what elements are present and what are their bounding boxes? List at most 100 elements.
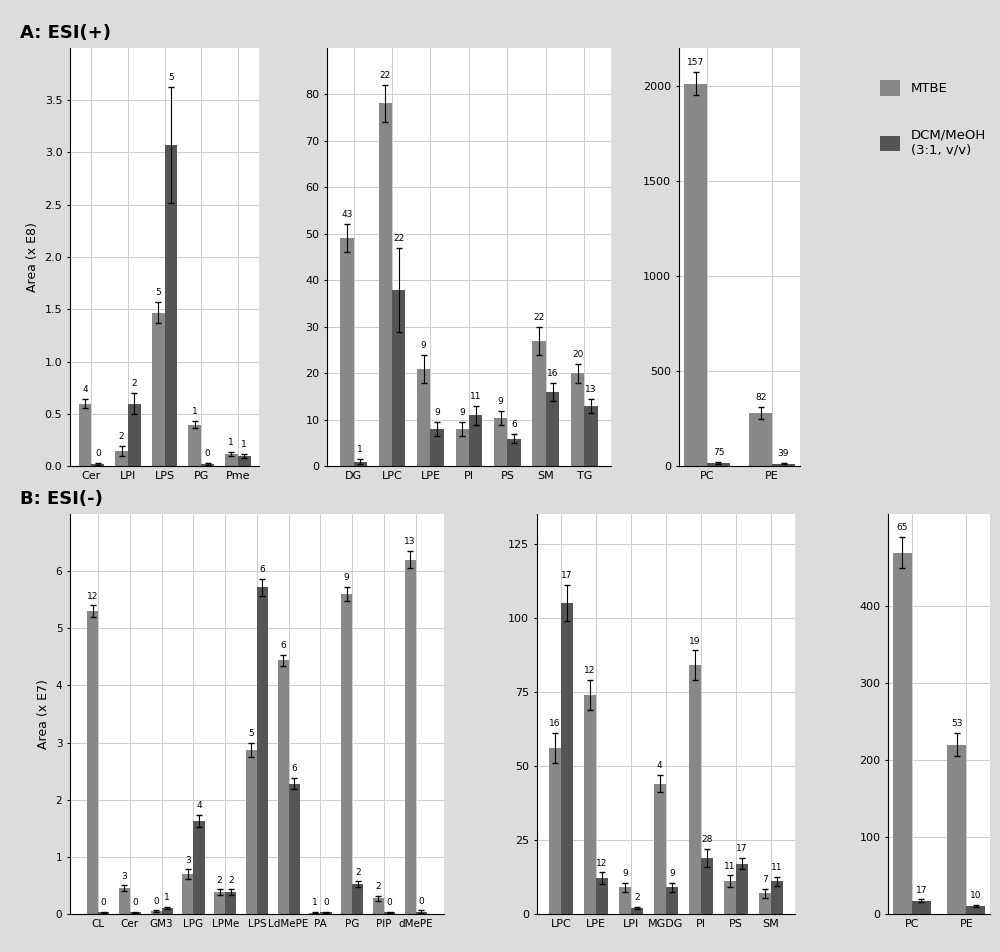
Text: 1: 1 (241, 440, 247, 449)
Bar (214, 892, 225, 914)
Bar (912, 901, 931, 914)
Text: 6: 6 (511, 420, 517, 428)
Text: 7: 7 (762, 875, 768, 884)
Text: 1: 1 (312, 899, 318, 907)
Bar (354, 462, 367, 466)
Bar (893, 552, 912, 914)
Text: 20: 20 (572, 350, 583, 359)
Text: 12: 12 (87, 592, 98, 601)
Text: 1: 1 (164, 893, 170, 902)
Text: 17: 17 (736, 843, 748, 853)
Bar (771, 882, 783, 914)
Bar (128, 404, 141, 466)
Text: 4: 4 (196, 802, 202, 810)
Text: 6: 6 (291, 764, 297, 773)
Text: 157: 157 (687, 58, 704, 68)
Bar (405, 560, 416, 914)
Bar (373, 899, 384, 914)
Bar (469, 415, 482, 466)
Text: 16: 16 (549, 720, 560, 728)
Bar (152, 312, 165, 466)
Bar (549, 748, 561, 914)
Bar (188, 425, 201, 466)
Bar (417, 368, 430, 466)
Text: 82: 82 (755, 393, 766, 403)
Bar (119, 888, 130, 914)
Text: 9: 9 (459, 408, 465, 417)
Text: 1: 1 (192, 407, 198, 416)
Bar (507, 439, 521, 466)
Text: 0: 0 (153, 897, 159, 905)
Text: 75: 75 (713, 447, 724, 457)
Bar (701, 858, 713, 914)
Bar (947, 744, 966, 914)
Bar (289, 783, 300, 914)
Text: 13: 13 (404, 538, 416, 546)
Text: 10: 10 (970, 891, 982, 901)
Bar (238, 456, 251, 466)
Text: 17: 17 (916, 885, 927, 895)
Bar (309, 913, 320, 914)
Text: 12: 12 (596, 859, 608, 867)
Bar (115, 451, 128, 466)
Text: 2: 2 (132, 379, 137, 388)
Bar (684, 84, 707, 466)
Bar (532, 341, 546, 466)
Bar (654, 783, 666, 914)
Text: 4: 4 (657, 761, 663, 770)
Text: 11: 11 (724, 862, 736, 871)
Text: 0: 0 (418, 897, 424, 905)
Bar (98, 912, 109, 914)
Text: 19: 19 (689, 637, 701, 645)
Bar (759, 893, 771, 914)
Bar (79, 404, 91, 466)
Bar (772, 464, 795, 466)
Text: 2: 2 (376, 882, 381, 891)
Text: 16: 16 (547, 368, 558, 378)
Bar (162, 908, 173, 914)
Legend: MTBE, DCM/MeOH
(3:1, v/v): MTBE, DCM/MeOH (3:1, v/v) (875, 75, 991, 162)
Bar (561, 603, 573, 914)
Bar (87, 611, 98, 914)
Text: 0: 0 (387, 898, 392, 907)
Bar (340, 238, 354, 466)
Bar (225, 454, 238, 466)
Text: 28: 28 (701, 835, 713, 844)
Text: 0: 0 (323, 898, 329, 907)
Text: 9: 9 (421, 341, 427, 349)
Text: A: ESI(+): A: ESI(+) (20, 24, 111, 42)
Text: 2: 2 (228, 876, 234, 884)
Text: 6: 6 (260, 565, 265, 574)
Bar (689, 665, 701, 914)
Bar (352, 884, 363, 914)
Text: 0: 0 (133, 898, 138, 907)
Bar (151, 911, 162, 914)
Text: 3: 3 (185, 856, 191, 864)
Bar (91, 465, 104, 466)
Bar (430, 429, 444, 466)
Text: 5: 5 (168, 73, 174, 83)
Text: 0: 0 (95, 449, 101, 458)
Bar (320, 912, 332, 914)
Bar (416, 912, 427, 914)
Y-axis label: Area (x E8): Area (x E8) (26, 222, 39, 292)
Bar (246, 750, 257, 914)
Text: 9: 9 (344, 573, 350, 583)
Bar (341, 594, 352, 914)
Bar (666, 887, 678, 914)
Bar (494, 418, 507, 466)
Text: 12: 12 (584, 666, 595, 675)
Bar (165, 145, 177, 466)
Bar (584, 406, 598, 466)
Text: 9: 9 (669, 869, 675, 878)
Text: 65: 65 (896, 524, 908, 532)
Bar (584, 695, 596, 914)
Text: 22: 22 (380, 70, 391, 80)
Text: 11: 11 (470, 392, 481, 401)
Text: 43: 43 (341, 210, 352, 219)
Text: 3: 3 (121, 872, 127, 881)
Bar (384, 912, 395, 914)
Bar (225, 892, 236, 914)
Text: 2: 2 (217, 876, 222, 884)
Bar (201, 465, 214, 466)
